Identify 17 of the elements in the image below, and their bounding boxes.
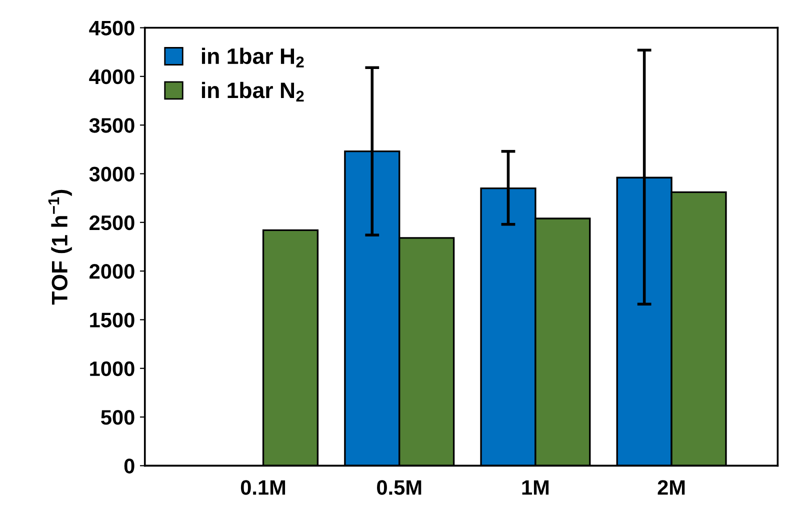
y-tick-label: 1000 — [90, 361, 134, 376]
x-tick-label: 0.5M — [377, 480, 422, 495]
legend-label: in 1bar H$_{2}$ — [202, 48, 304, 68]
y-tick-label: 3500 — [89, 118, 134, 133]
x-tick-label: 1M — [522, 480, 549, 495]
y-tick-label: 500 — [101, 410, 134, 425]
legend-label: in 1bar N$_{2}$ — [202, 82, 304, 102]
y-tick-label: 4500 — [89, 20, 134, 36]
y-tick-label: 2500 — [90, 215, 134, 230]
x-tick-label: 2M — [658, 480, 685, 495]
y-tick-label: 4000 — [89, 69, 134, 84]
y-tick-label: 0 — [124, 458, 134, 474]
y-tick-label: 3000 — [89, 166, 134, 182]
y-tick-label: 1500 — [90, 312, 134, 328]
y-tick-label: 2000 — [90, 264, 134, 279]
y-axis-title: TOF (1 h$^{−1}$) — [48, 190, 72, 305]
x-tick-label: 0.1M — [240, 480, 286, 495]
